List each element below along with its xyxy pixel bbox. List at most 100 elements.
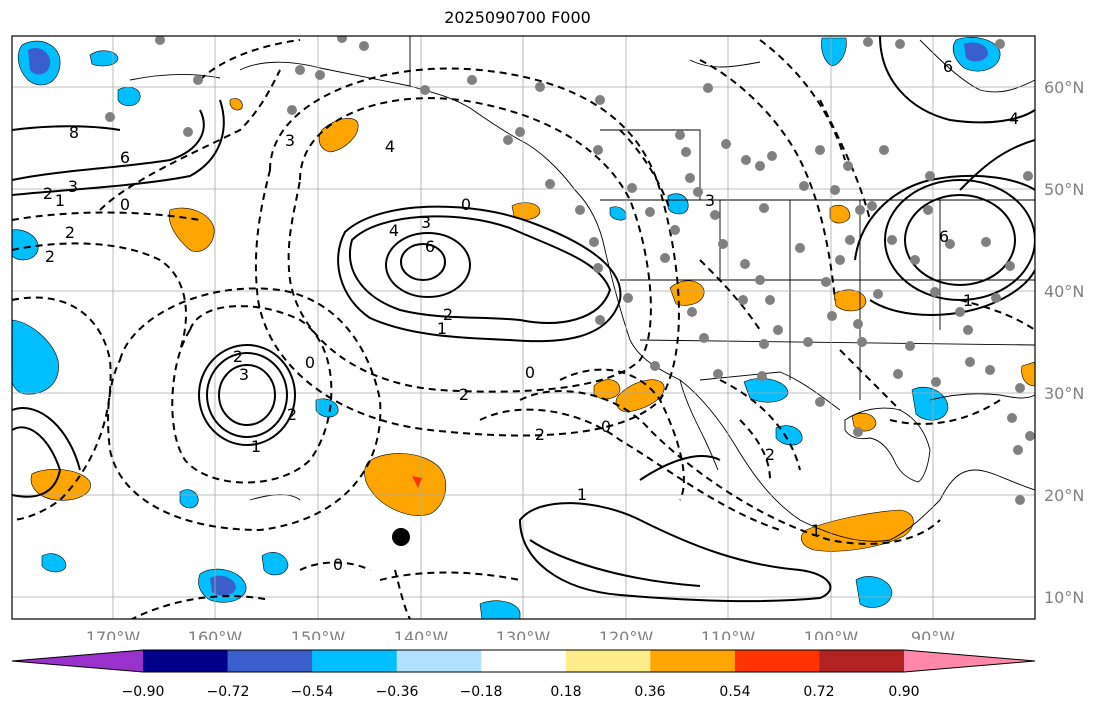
contour-label: 4 — [385, 137, 395, 156]
warm-anomaly — [229, 98, 243, 111]
cold-anomaly — [479, 600, 521, 619]
cold-anomaly — [12, 229, 39, 261]
red-marker — [412, 476, 422, 488]
graticule — [12, 36, 1035, 619]
lon-label: 170°W — [86, 628, 141, 640]
warm-anomaly — [615, 379, 665, 413]
contour-label: 8 — [69, 123, 79, 142]
negative-contours — [12, 39, 1035, 619]
colorbar-tick-label: 0.54 — [719, 684, 750, 700]
deep-cold-anomaly — [28, 47, 51, 75]
contour-label: 2 — [233, 347, 243, 366]
contour-label: 1 — [437, 319, 447, 338]
cold-anomaly — [609, 206, 627, 221]
contour-label: 3 — [68, 177, 78, 196]
contour-label: 1 — [963, 291, 973, 310]
contour-label: 2 — [459, 385, 469, 404]
warm-anomaly — [829, 204, 851, 224]
colorbar-outline — [11, 649, 1036, 673]
contour-label: 2 — [443, 305, 453, 324]
cold-anomaly — [41, 553, 67, 573]
colorbar-segment — [481, 650, 567, 672]
contour-label: 4 — [1009, 109, 1019, 128]
colorbar-segments — [11, 649, 1036, 673]
colorbar-tick-label: 0.36 — [634, 684, 665, 700]
lat-label: 30°N — [1044, 384, 1084, 403]
colorbar-tick-label: −0.90 — [122, 684, 165, 700]
warm-anomaly — [669, 280, 705, 306]
contour-label: 0 — [525, 363, 535, 382]
warm-anomaly — [1021, 361, 1035, 387]
tropical-cyclone-marker — [392, 528, 410, 546]
contour-label: 0 — [461, 195, 471, 214]
lon-label: 150°W — [291, 628, 346, 640]
lat-label: 50°N — [1044, 180, 1084, 199]
colorbar-tick-label: 0.72 — [803, 684, 834, 700]
warm-anomaly — [833, 289, 867, 312]
lon-label: 120°W — [599, 628, 654, 640]
contour-label: 4 — [389, 221, 399, 240]
contour-label: 6 — [425, 237, 435, 256]
contour-label: 2 — [65, 223, 75, 242]
map-title: 2025090700 F000 — [444, 8, 591, 27]
cold-anomaly — [117, 86, 141, 107]
warm-anomaly — [318, 118, 359, 153]
contour-label: 1 — [55, 191, 65, 210]
colorbar-segment — [143, 650, 229, 672]
contour-label: 6 — [120, 148, 130, 167]
contour-label: 0 — [305, 353, 315, 372]
contour-label: 3 — [421, 213, 431, 232]
colorbar-segment — [565, 650, 651, 672]
contour-label: 6 — [939, 227, 949, 246]
cold-anomaly — [261, 552, 289, 576]
cold-anomaly — [743, 378, 789, 403]
lat-label: 20°N — [1044, 486, 1084, 505]
positive-contours — [12, 36, 1035, 602]
contour-label: 1 — [251, 437, 261, 456]
warm-anomaly — [364, 453, 447, 516]
cold-anomaly — [12, 319, 59, 395]
lat-label: 60°N — [1044, 78, 1084, 97]
colorbar-tick-label: 0.18 — [550, 684, 581, 700]
contour-label: 0 — [601, 417, 611, 436]
lon-label: 160°W — [188, 628, 243, 640]
lon-label: 90°W — [911, 628, 955, 640]
cold-anomaly — [855, 576, 893, 608]
contour-label: 1 — [811, 521, 821, 540]
lon-label: 100°W — [804, 628, 859, 640]
warm-anomaly — [168, 207, 215, 252]
cold-anomaly — [315, 398, 339, 418]
deep-cold-anomaly — [210, 575, 236, 596]
lon-label: 140°W — [394, 628, 449, 640]
contour-label: 3 — [239, 365, 249, 384]
colorbar-tick-label: −0.54 — [291, 684, 334, 700]
colorbar-tick-label: −0.18 — [460, 684, 503, 700]
contour-label: 2 — [43, 184, 53, 203]
contour-label: 2 — [765, 445, 775, 464]
contour-label: 0 — [333, 555, 343, 574]
colorbar-segment — [819, 650, 905, 672]
contour-label: 2 — [45, 247, 55, 266]
contour-label-group: 8 6 3 2 1 0 2 2 4 3 0 3 4 6 2 1 3 2 0 2 … — [43, 57, 1019, 574]
contour-label: 2 — [535, 425, 545, 444]
colorbar-segment — [396, 650, 482, 672]
cold-anomaly — [89, 50, 119, 67]
lat-label: 40°N — [1044, 282, 1084, 301]
cold-anomaly — [775, 425, 803, 446]
colorbar-extend-min — [12, 650, 143, 672]
cold-anomaly — [667, 193, 689, 215]
colorbar-tick-label: −0.72 — [207, 684, 250, 700]
contour-label: 3 — [705, 191, 715, 210]
colorbar-tick-label: 0.90 — [888, 684, 919, 700]
contour-label: 2 — [287, 405, 297, 424]
station-dots — [105, 36, 1035, 505]
anomaly-fills — [12, 37, 1035, 619]
cold-anomaly — [821, 37, 847, 67]
map-frame — [11, 35, 1036, 620]
colorbar-segment — [227, 650, 313, 672]
colorbar-segment — [312, 650, 398, 672]
contour-label: 0 — [120, 195, 130, 214]
contour-label: 1 — [577, 485, 587, 504]
colorbar-segment — [734, 650, 820, 672]
colorbar-extend-max — [904, 650, 1035, 672]
